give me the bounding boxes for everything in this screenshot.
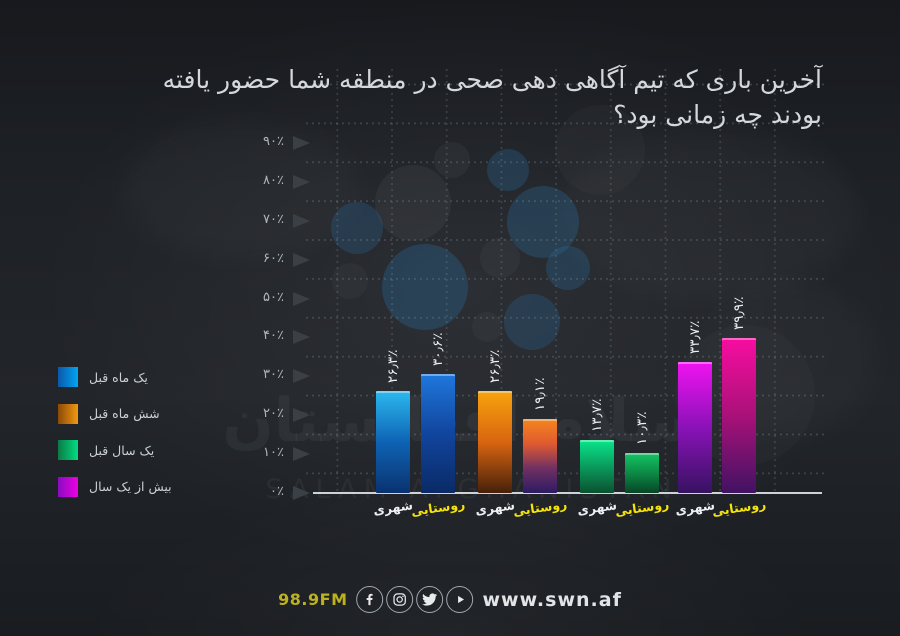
legend-label: یک ماه قبل bbox=[89, 369, 148, 385]
chart-title-line2: بودند چه زمانی بود؟ bbox=[613, 100, 822, 129]
y-axis-tick-label: ۷۰٪ bbox=[263, 211, 284, 227]
bar-روستایی bbox=[722, 337, 756, 493]
gridline-arrow-icon bbox=[293, 213, 310, 228]
bar-value-label: ۱۳٫۷٪ bbox=[589, 398, 605, 432]
gridline-arrow-icon bbox=[293, 486, 310, 500]
website-link[interactable]: www.swn.af bbox=[482, 588, 622, 611]
legend-swatch bbox=[58, 367, 78, 387]
y-axis-tick-label: ۶۰٪ bbox=[263, 250, 284, 266]
bar-شهری bbox=[678, 361, 712, 493]
bar-value-label: ۱۰٫۳٪ bbox=[634, 411, 650, 445]
watermark-farsi: سلام افغانستان bbox=[222, 386, 691, 456]
bar-روستایی bbox=[523, 418, 557, 493]
legend-item: یک ماه قبل bbox=[58, 367, 148, 387]
y-axis-tick-label: ۲۰٪ bbox=[263, 406, 284, 422]
y-axis-tick-label: ۴۰٪ bbox=[263, 328, 284, 344]
y-axis-tick-label: ۰٪ bbox=[270, 484, 284, 499]
twitter-icon[interactable] bbox=[416, 586, 444, 613]
chart-title-line1: آخرین باری که تیم آگاهی دهی صحی در منطقه… bbox=[162, 65, 822, 94]
instagram-icon[interactable] bbox=[386, 586, 414, 613]
social-icons bbox=[356, 586, 474, 613]
footer-bar: 98.9FM www.swn.af bbox=[278, 586, 622, 613]
legend-item: بیش از یک سال bbox=[58, 476, 172, 497]
bar-روستایی bbox=[625, 452, 659, 493]
gridline-arrow-icon bbox=[293, 252, 310, 267]
legend-label: شش ماه قبل bbox=[89, 406, 160, 421]
legend-swatch bbox=[58, 440, 78, 460]
legend-label: یک سال قبل bbox=[89, 442, 155, 458]
gridline-arrow-icon bbox=[293, 174, 310, 189]
bar-value-label: ۳۹٫۹٪ bbox=[731, 296, 747, 330]
gridline-arrow-icon bbox=[293, 330, 310, 345]
y-axis-tick-label: ۱۰٪ bbox=[263, 445, 284, 461]
legend-item: شش ماه قبل bbox=[58, 403, 160, 424]
bar-شهری bbox=[580, 439, 614, 493]
legend-swatch bbox=[58, 403, 78, 424]
bar-شهری bbox=[478, 390, 512, 493]
facebook-icon[interactable] bbox=[356, 586, 384, 613]
y-axis-tick-label: ۵۰٪ bbox=[263, 289, 284, 305]
legend-swatch bbox=[58, 476, 78, 497]
bar-value-label: ۳۰٫۶٪ bbox=[430, 332, 446, 366]
bar-value-label: ۳۳٫۷٪ bbox=[687, 320, 703, 354]
gridline-arrow-icon bbox=[293, 447, 310, 462]
legend-item: یک سال قبل bbox=[58, 440, 154, 460]
bar-value-label: ۲۶٫۳٪ bbox=[487, 349, 503, 383]
legend-label: بیش از یک سال bbox=[89, 479, 172, 494]
radio-frequency-label[interactable]: 98.9FM bbox=[278, 590, 348, 609]
bar-شهری bbox=[376, 390, 410, 493]
gridline-arrow-icon bbox=[293, 369, 310, 384]
y-axis-tick-label: ۹۰٪ bbox=[263, 134, 284, 149]
y-axis-tick-label: ۸۰٪ bbox=[263, 172, 284, 188]
bar-روستایی bbox=[421, 374, 455, 493]
gridline-arrow-icon bbox=[293, 136, 310, 150]
play-icon[interactable] bbox=[446, 586, 474, 613]
bar-value-label: ۲۶٫۳٪ bbox=[385, 349, 401, 383]
chart-title: آخرین باری که تیم آگاهی دهی صحی در منطقه… bbox=[82, 62, 822, 132]
y-axis-tick-label: ۳۰٪ bbox=[263, 367, 284, 383]
gridline-arrow-icon bbox=[293, 291, 310, 306]
bar-value-label: ۱۹٫۱٪ bbox=[532, 377, 548, 411]
x-axis-line bbox=[313, 492, 822, 494]
gridline-arrow-icon bbox=[293, 408, 310, 423]
